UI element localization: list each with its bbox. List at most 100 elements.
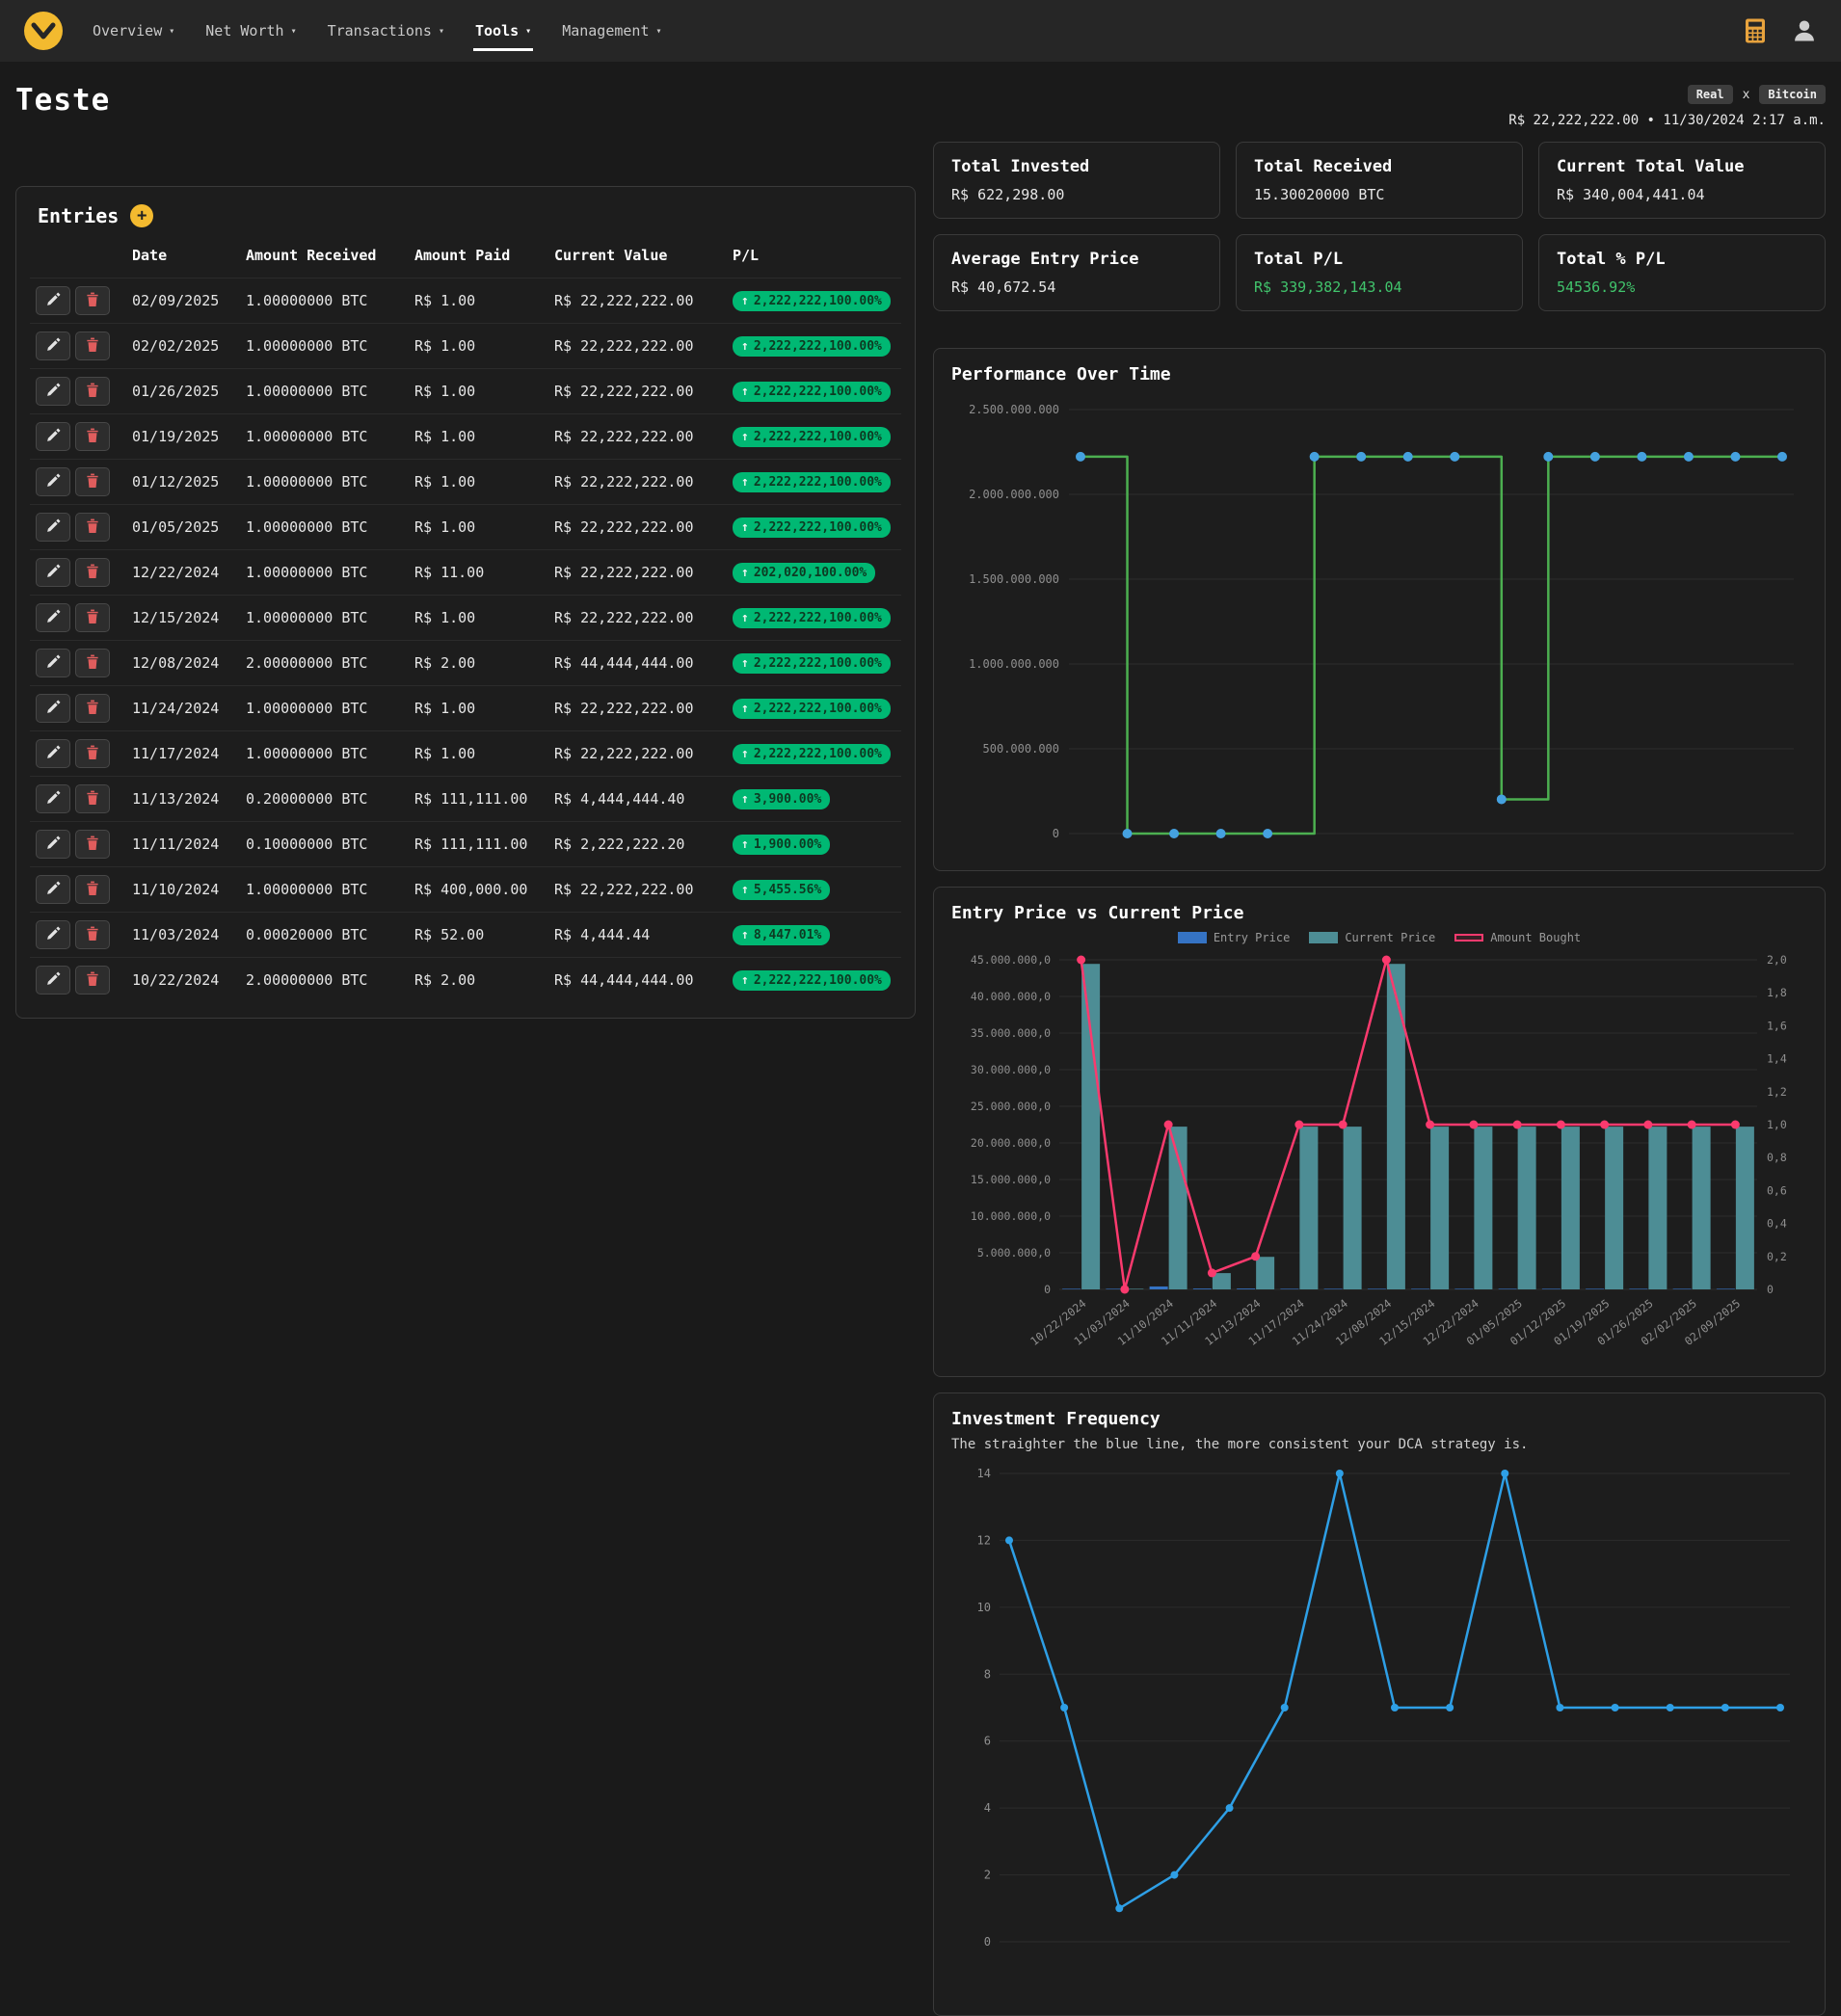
edit-entry-button[interactable]	[36, 694, 70, 723]
right-column: Total Invested R$ 622,298.00 Total Receive…	[933, 142, 1826, 2016]
up-arrow-icon: ↑	[741, 701, 749, 716]
legend-item-amount-bought[interactable]: Amount Bought	[1454, 931, 1581, 944]
pl-cell: ↑ 2,222,222,100.00%	[727, 504, 901, 550]
svg-text:0,2: 0,2	[1767, 1250, 1787, 1263]
delete-entry-button[interactable]	[75, 286, 110, 315]
svg-text:35.000.000,0: 35.000.000,0	[971, 1026, 1051, 1040]
amount-received-cell: 0.10000000 BTC	[240, 821, 409, 867]
actions-cell	[30, 866, 126, 913]
amount-received-cell: 1.00000000 BTC	[240, 323, 409, 369]
nav-item-transactions[interactable]: Transactions ▾	[326, 11, 446, 51]
svg-text:500.000.000: 500.000.000	[983, 742, 1059, 756]
delete-entry-button[interactable]	[75, 784, 110, 813]
edit-entry-button[interactable]	[36, 603, 70, 632]
up-arrow-icon: ↑	[741, 836, 749, 852]
legend-label: Entry Price	[1213, 931, 1291, 944]
edit-entry-button[interactable]	[36, 966, 70, 995]
amount-received-cell: 1.00000000 BTC	[240, 685, 409, 731]
delete-entry-button[interactable]	[75, 920, 110, 949]
legend-item-entry-price[interactable]: Entry Price	[1177, 931, 1291, 944]
edit-entry-button[interactable]	[36, 332, 70, 360]
table-row: 11/11/2024 0.10000000 BTC R$ 111,111.00 R$ …	[30, 821, 901, 867]
delete-entry-button[interactable]	[75, 830, 110, 859]
amount-paid-cell: R$ 11.00	[409, 549, 548, 596]
legend-item-current-price[interactable]: Current Price	[1309, 931, 1435, 944]
up-arrow-icon: ↑	[741, 338, 749, 354]
nav-item-overview[interactable]: Overview ▾	[91, 11, 176, 51]
delete-entry-button[interactable]	[75, 377, 110, 406]
date-cell: 12/15/2024	[126, 595, 240, 641]
delete-entry-button[interactable]	[75, 649, 110, 677]
actions-cell	[30, 323, 126, 369]
page-title: Teste	[15, 83, 111, 118]
pl-badge: ↑ 5,455.56%	[733, 879, 831, 900]
column-header-amount-paid: Amount Paid	[414, 247, 511, 264]
edit-entry-button[interactable]	[36, 830, 70, 859]
actions-cell	[30, 278, 126, 324]
chevron-down-icon: ▾	[525, 25, 532, 37]
actions-cell	[30, 685, 126, 731]
nav-item-label: Net Worth	[205, 22, 284, 40]
delete-entry-button[interactable]	[75, 603, 110, 632]
edit-entry-button[interactable]	[36, 513, 70, 542]
svg-text:1.500.000.000: 1.500.000.000	[969, 572, 1059, 586]
pl-value: 2,222,222,100.00%	[753, 746, 882, 761]
app-logo[interactable]	[23, 11, 64, 51]
delete-entry-button[interactable]	[75, 513, 110, 542]
nav-item-management[interactable]: Management ▾	[560, 11, 663, 51]
table-row: 02/09/2025 1.00000000 BTC R$ 1.00 R$ 22,222…	[30, 278, 901, 324]
pl-value: 2,222,222,100.00%	[753, 384, 882, 399]
edit-entry-button[interactable]	[36, 920, 70, 949]
pl-cell: ↑ 202,020,100.00%	[727, 549, 901, 596]
entry-vs-current-chart: 0 5.000.000,0 10.000.000,0 15.000.000,0 20.0…	[971, 953, 1787, 1348]
base-currency-badge: Real	[1687, 85, 1733, 104]
edit-entry-button[interactable]	[36, 422, 70, 451]
frequency-title: Investment Frequency	[951, 1409, 1161, 1429]
trash-icon	[86, 337, 99, 355]
svg-text:20.000.000,0: 20.000.000,0	[971, 1136, 1051, 1150]
delete-entry-button[interactable]	[75, 694, 110, 723]
pl-value: 5,455.56%	[753, 882, 822, 897]
column-header-amount-received: Amount Received	[246, 247, 377, 264]
pl-cell: ↑ 2,222,222,100.00%	[727, 640, 901, 686]
stat-value: R$ 40,672.54	[951, 279, 1056, 296]
edit-entry-button[interactable]	[36, 875, 70, 904]
add-entry-button[interactable]: +	[130, 204, 154, 227]
pencil-icon	[46, 337, 61, 355]
pencil-icon	[46, 383, 61, 400]
pl-value: 2,222,222,100.00%	[753, 474, 882, 490]
edit-entry-button[interactable]	[36, 467, 70, 496]
edit-entry-button[interactable]	[36, 286, 70, 315]
delete-entry-button[interactable]	[75, 467, 110, 496]
pl-badge: ↑ 2,222,222,100.00%	[733, 471, 891, 492]
edit-entry-button[interactable]	[36, 377, 70, 406]
delete-entry-button[interactable]	[75, 966, 110, 995]
user-icon[interactable]	[1791, 17, 1818, 44]
amount-paid-cell: R$ 400,000.00	[409, 866, 548, 913]
pl-cell: ↑ 2,222,222,100.00%	[727, 459, 901, 505]
amount-paid-cell: R$ 1.00	[409, 504, 548, 550]
delete-entry-button[interactable]	[75, 332, 110, 360]
trash-icon	[86, 654, 99, 672]
edit-entry-button[interactable]	[36, 649, 70, 677]
amount-received-cell: 1.00000000 BTC	[240, 278, 409, 324]
current-value-cell: R$ 2,222,222.20	[548, 821, 727, 867]
edit-entry-button[interactable]	[36, 558, 70, 587]
edit-entry-button[interactable]	[36, 784, 70, 813]
calculator-icon[interactable]	[1741, 16, 1770, 45]
svg-text:0,8: 0,8	[1767, 1151, 1787, 1164]
delete-entry-button[interactable]	[75, 558, 110, 587]
delete-entry-button[interactable]	[75, 875, 110, 904]
table-row: 12/22/2024 1.00000000 BTC R$ 11.00 R$ 22,22…	[30, 549, 901, 596]
trash-icon	[86, 790, 99, 808]
svg-text:15.000.000,0: 15.000.000,0	[971, 1173, 1051, 1186]
delete-entry-button[interactable]	[75, 422, 110, 451]
nav-item-tools[interactable]: Tools ▾	[473, 11, 534, 51]
table-header-row: Date Amount Received Amount Paid Current Va…	[30, 239, 901, 279]
delete-entry-button[interactable]	[75, 739, 110, 768]
date-cell: 01/26/2025	[126, 368, 240, 414]
nav-item-net-worth[interactable]: Net Worth ▾	[203, 11, 298, 51]
currency-pair: Real x Bitcoin	[1687, 85, 1826, 104]
svg-text:5.000.000,0: 5.000.000,0	[977, 1246, 1051, 1260]
edit-entry-button[interactable]	[36, 739, 70, 768]
